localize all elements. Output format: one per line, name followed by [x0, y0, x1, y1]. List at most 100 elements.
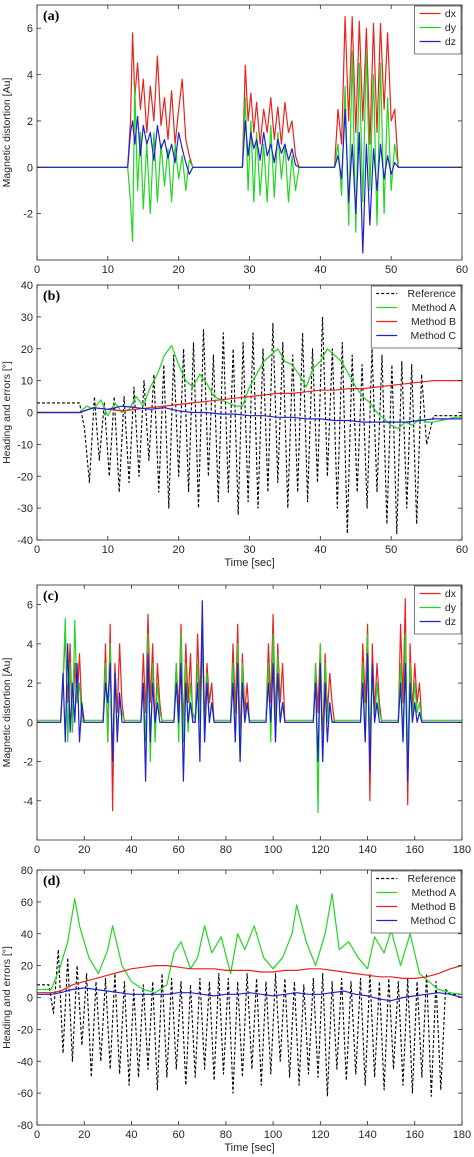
- x-tick-label: 20: [78, 1129, 90, 1141]
- series-line-reference: [37, 316, 462, 535]
- x-tick-label: 20: [173, 264, 185, 276]
- x-axis-label: Time [sec]: [224, 557, 274, 569]
- x-tick-label: 80: [220, 844, 232, 856]
- y-tick-label: -20: [17, 1024, 33, 1036]
- x-tick-label: 60: [173, 1129, 185, 1141]
- y-axis-label: Magnetic distortion [Au]: [1, 658, 13, 768]
- legend-label: Method C: [410, 330, 456, 342]
- legend-label: Method B: [411, 901, 456, 913]
- y-tick-label: -80: [17, 1120, 33, 1132]
- y-axis-label: Magnetic distortion [Au]: [1, 78, 13, 188]
- x-tick-label: 40: [125, 844, 137, 856]
- series-group: [37, 893, 462, 1097]
- x-tick-label: 0: [34, 844, 40, 856]
- y-tick-label: 20: [21, 344, 33, 356]
- x-axis-label: Time [sec]: [224, 1142, 274, 1154]
- y-tick-label: 20: [21, 961, 33, 973]
- y-tick-label: -2: [23, 757, 33, 769]
- x-tick-label: 60: [173, 844, 185, 856]
- series-line-method-b: [37, 380, 462, 414]
- y-tick-label: -40: [17, 535, 33, 547]
- series-group: [37, 598, 462, 814]
- legend-label: dx: [445, 8, 457, 20]
- x-tick-label: 40: [125, 1129, 137, 1141]
- legend: dx dy dz: [414, 585, 462, 635]
- series-line-dz: [37, 600, 462, 782]
- legend: Reference Method A Method B Method C: [370, 870, 462, 934]
- x-tick-label: 60: [456, 264, 468, 276]
- y-tick-label: -30: [17, 503, 33, 515]
- legend-label: dx: [445, 588, 457, 600]
- y-tick-label: 30: [21, 312, 33, 324]
- panel-d: 0 20 40 60 80 100 120 140 160 180 -80 -60 -40 -20 0 20 4…: [1, 865, 471, 1154]
- x-tick-label: 120: [311, 844, 329, 856]
- x-tick-label: 30: [243, 544, 255, 556]
- x-tick-label: 40: [314, 544, 326, 556]
- legend-box: [370, 285, 462, 349]
- series-line-dy: [37, 50, 462, 243]
- panel-label: (b): [43, 289, 60, 304]
- x-tick-label: 140: [358, 1129, 376, 1141]
- y-tick-label: 0: [27, 993, 33, 1005]
- panel-a: 0 10 20 30 40 50 60 -2 0 2 4 6 Magnetic distortion […: [1, 4, 468, 276]
- x-tick-label: 160: [406, 1129, 424, 1141]
- y-tick-label: -2: [23, 209, 33, 221]
- x-tick-label: 20: [78, 844, 90, 856]
- legend-label: dz: [445, 616, 456, 628]
- y-tick-label: 2: [27, 678, 33, 690]
- x-tick-label: 180: [453, 1129, 471, 1141]
- series-group: [37, 16, 462, 254]
- series-line-method-a: [37, 893, 462, 995]
- legend-label: dy: [445, 602, 457, 614]
- x-tick-label: 100: [264, 1129, 282, 1141]
- panel-label: (a): [43, 9, 60, 24]
- y-tick-label: 0: [27, 717, 33, 729]
- x-tick-label: 100: [264, 844, 282, 856]
- y-tick-label: -60: [17, 1088, 33, 1100]
- series-line-dz: [37, 108, 462, 254]
- series-line-dx: [37, 16, 462, 168]
- y-tick-label: -20: [17, 471, 33, 483]
- x-tick-label: 30: [243, 264, 255, 276]
- x-tick-label: 80: [220, 1129, 232, 1141]
- y-tick-label: -10: [17, 439, 33, 451]
- legend: Reference Method A Method B Method C: [370, 285, 462, 349]
- legend-label: Method B: [411, 316, 456, 328]
- legend-label: dz: [445, 36, 456, 48]
- x-tick-label: 0: [34, 544, 40, 556]
- legend-label: Reference: [408, 873, 457, 885]
- x-tick-label: 40: [314, 264, 326, 276]
- axes-box: [36, 584, 463, 841]
- legend-label: Method A: [412, 302, 456, 314]
- legend-box: [370, 870, 462, 934]
- series-line-reference: [37, 949, 462, 1097]
- x-tick-label: 0: [34, 264, 40, 276]
- y-tick-label: 4: [27, 70, 33, 82]
- y-tick-label: 4: [27, 639, 33, 651]
- series-line-method-c: [37, 987, 462, 1002]
- x-tick-label: 0: [34, 1129, 40, 1141]
- y-tick-label: 10: [21, 376, 33, 388]
- series-line-method-a: [37, 345, 462, 429]
- x-tick-label: 10: [102, 544, 114, 556]
- legend-label: Method C: [410, 915, 456, 927]
- y-tick-label: -40: [17, 1056, 33, 1068]
- x-tick-label: 180: [453, 844, 471, 856]
- y-tick-label: 0: [27, 162, 33, 174]
- y-tick-label: 80: [21, 865, 33, 877]
- panel-label: (d): [43, 874, 60, 889]
- x-tick-label: 60: [456, 544, 468, 556]
- y-axis-label: Heading and errors [°]: [1, 946, 13, 1049]
- panel-c: 0 20 40 60 80 100 120 140 160 180 -4 -2 0 2 4 6 Magnetic…: [1, 584, 471, 856]
- y-axis-label: Heading and errors [°]: [1, 361, 13, 464]
- plot-area: [37, 5, 462, 260]
- x-tick-label: 160: [406, 844, 424, 856]
- y-tick-label: 40: [21, 280, 33, 292]
- y-tick-label: 60: [21, 897, 33, 909]
- y-tick-label: 2: [27, 116, 33, 128]
- legend-label: Method A: [412, 887, 456, 899]
- y-tick-label: 6: [27, 23, 33, 35]
- x-tick-label: 140: [358, 844, 376, 856]
- x-tick-label: 50: [385, 544, 397, 556]
